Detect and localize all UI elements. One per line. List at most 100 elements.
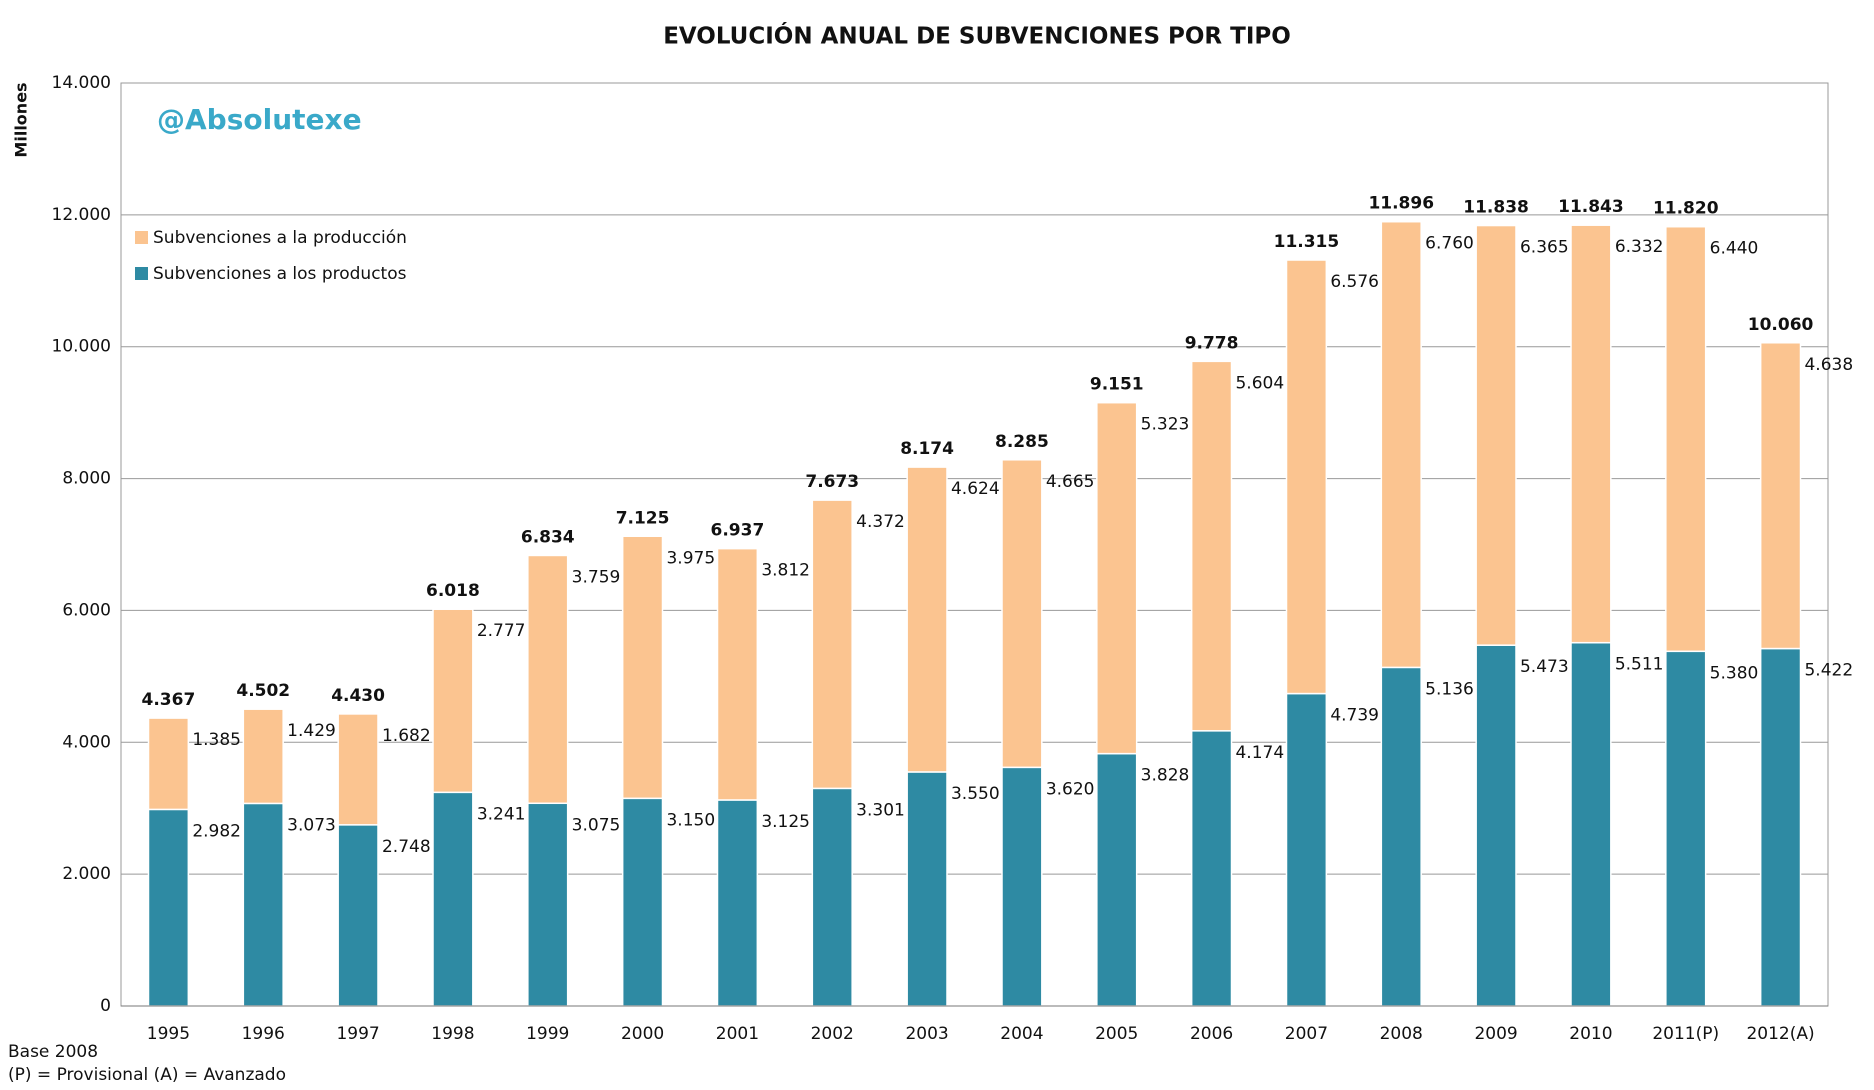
x-tick-label: 2012(A) <box>1746 1024 1814 1044</box>
bar-segment <box>527 802 569 1007</box>
total-label: 6.834 <box>521 527 575 547</box>
bar-segment <box>621 797 664 1007</box>
y-tick-label: 6.000 <box>62 600 111 620</box>
data-label: 4.638 <box>1804 355 1853 375</box>
total-label: 11.820 <box>1653 199 1719 219</box>
total-label: 9.778 <box>1185 333 1239 353</box>
data-label: 3.550 <box>951 784 1000 804</box>
x-tick-label: 2004 <box>1000 1024 1043 1044</box>
bar-segment <box>716 547 759 801</box>
x-tick-label: 1996 <box>242 1024 285 1044</box>
data-label: 4.372 <box>856 512 905 532</box>
total-label: 8.174 <box>900 439 954 459</box>
legend-label: Subvenciones a la producción <box>153 228 407 248</box>
total-label: 9.151 <box>1090 375 1144 395</box>
total-label: 7.125 <box>616 508 670 528</box>
data-label: 2.748 <box>382 837 431 857</box>
bar-segment <box>1001 766 1043 1007</box>
data-label: 5.136 <box>1425 679 1474 699</box>
x-tick-label: 2010 <box>1569 1024 1612 1044</box>
bar-segment <box>811 787 853 1007</box>
x-tick-label: 2006 <box>1190 1024 1233 1044</box>
watermark: @Absolutexe <box>157 103 362 136</box>
bar-segment <box>1190 730 1233 1007</box>
data-label: 3.073 <box>287 815 336 835</box>
bar-segment <box>1380 666 1422 1007</box>
x-tick-label: 1997 <box>336 1024 379 1044</box>
bar-segment <box>1665 225 1707 653</box>
data-label: 5.511 <box>1615 655 1664 675</box>
bar-segment <box>1096 401 1138 755</box>
x-tick-label: 2003 <box>905 1024 948 1044</box>
data-label: 3.075 <box>572 815 621 835</box>
data-label: 3.975 <box>666 548 715 568</box>
data-label: 1.385 <box>192 730 241 750</box>
data-label: 5.473 <box>1520 657 1569 677</box>
data-label: 6.760 <box>1425 234 1474 254</box>
bar-segment <box>1475 224 1517 646</box>
total-label: 6.937 <box>711 521 765 541</box>
data-label: 4.665 <box>1046 472 1095 492</box>
data-label: 1.682 <box>382 726 431 746</box>
bar-segment <box>432 791 474 1007</box>
legend-swatch <box>135 267 148 280</box>
x-tick-label: 2007 <box>1285 1024 1328 1044</box>
y-tick-label: 8.000 <box>62 469 111 489</box>
bar-segment <box>811 499 853 790</box>
bar-segment <box>1190 360 1233 732</box>
x-tick-label: 1998 <box>431 1024 474 1044</box>
data-label: 6.332 <box>1615 237 1664 257</box>
bar-segment <box>242 708 284 805</box>
x-tick-label: 2000 <box>621 1024 664 1044</box>
data-label: 3.620 <box>1046 779 1095 799</box>
bar-segment <box>337 713 379 826</box>
x-tick-label: 2001 <box>716 1024 759 1044</box>
chart-title: EVOLUCIÓN ANUAL DE SUBVENCIONES POR TIPO <box>663 22 1291 50</box>
total-label: 11.843 <box>1558 197 1624 217</box>
total-label: 11.838 <box>1463 198 1529 218</box>
data-label: 3.125 <box>761 812 810 832</box>
y-tick-label: 14.000 <box>52 73 111 93</box>
data-label: 3.812 <box>761 561 810 581</box>
data-label: 5.604 <box>1235 373 1284 393</box>
x-tick-label: 2005 <box>1095 1024 1138 1044</box>
y-axis-label: Millones <box>12 82 31 157</box>
y-tick-label: 10.000 <box>52 337 111 357</box>
bar-segment <box>1570 224 1612 644</box>
data-label: 2.982 <box>192 821 241 841</box>
x-tick-label: 1999 <box>526 1024 569 1044</box>
total-label: 4.430 <box>331 686 385 706</box>
x-tick-label: 1995 <box>147 1024 190 1044</box>
note: Base 2008 <box>8 1042 98 1062</box>
y-tick-label: 4.000 <box>62 732 111 752</box>
bar-segment <box>147 717 190 811</box>
data-label: 6.440 <box>1710 239 1759 259</box>
bar-segment <box>432 608 474 794</box>
y-tick-label: 0 <box>100 996 111 1016</box>
bar-segment <box>1475 644 1517 1007</box>
bar-segment <box>1001 459 1043 769</box>
data-label: 3.150 <box>666 810 715 830</box>
bar-segment <box>1665 650 1707 1007</box>
total-label: 8.285 <box>995 432 1049 452</box>
data-label: 4.174 <box>1235 743 1284 763</box>
legend-swatch <box>135 231 148 244</box>
data-label: 5.422 <box>1804 661 1853 681</box>
bar-segment <box>1285 692 1328 1007</box>
bar-segment <box>242 802 284 1007</box>
data-label: 2.777 <box>477 621 526 641</box>
data-label: 3.241 <box>477 804 526 824</box>
data-label: 4.739 <box>1330 706 1379 726</box>
x-tick-label: 2009 <box>1474 1024 1517 1044</box>
total-label: 11.896 <box>1368 194 1434 214</box>
bar-segment <box>1096 752 1138 1007</box>
data-label: 3.759 <box>572 567 621 587</box>
data-label: 1.429 <box>287 721 336 741</box>
data-label: 6.365 <box>1520 238 1569 258</box>
bar-segment <box>1380 220 1422 669</box>
x-tick-label: 2008 <box>1380 1024 1423 1044</box>
x-tick-label: 2011(P) <box>1652 1024 1719 1044</box>
total-label: 11.315 <box>1274 232 1340 252</box>
x-tick-label: 2002 <box>811 1024 854 1044</box>
